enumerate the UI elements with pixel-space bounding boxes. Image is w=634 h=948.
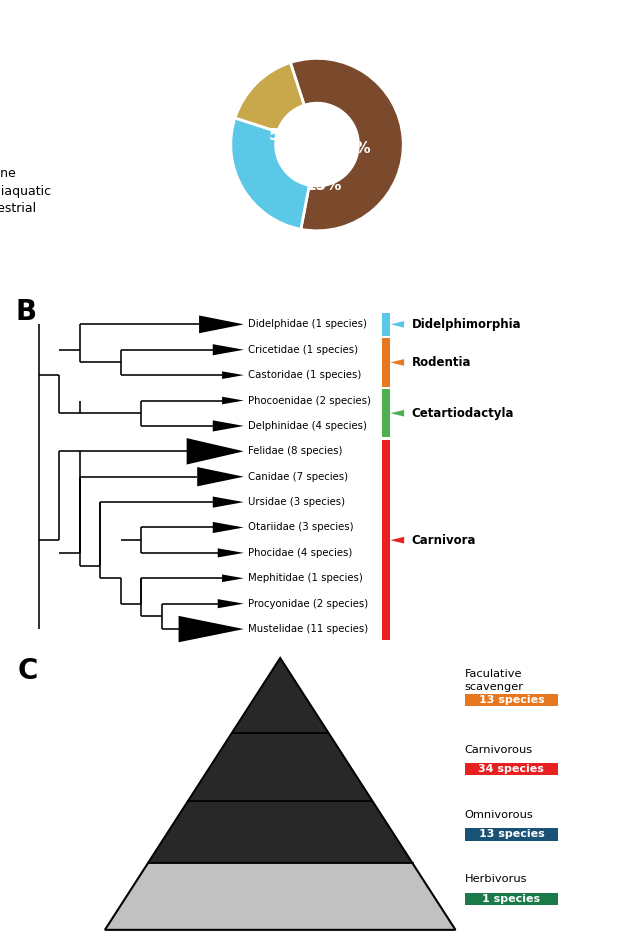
Polygon shape <box>186 438 244 465</box>
Text: 1 species: 1 species <box>482 894 541 903</box>
Text: Canidae (7 species): Canidae (7 species) <box>248 472 348 482</box>
Text: 13 species: 13 species <box>479 695 545 705</box>
Polygon shape <box>197 467 244 486</box>
Legend: Marine, Semiaquatic, Terrestrial: Marine, Semiaquatic, Terrestrial <box>0 162 56 220</box>
Polygon shape <box>213 522 244 533</box>
Text: Omnivorous: Omnivorous <box>465 810 533 820</box>
Text: Carnivorous: Carnivorous <box>465 744 533 755</box>
Bar <box>382 389 391 437</box>
Polygon shape <box>188 733 372 801</box>
Bar <box>382 440 391 641</box>
Text: 27%: 27% <box>335 141 372 156</box>
Text: 58%: 58% <box>269 128 305 143</box>
Polygon shape <box>222 396 244 405</box>
Text: Carnivora: Carnivora <box>411 534 476 547</box>
Polygon shape <box>179 616 244 643</box>
Text: Phocoenidae (2 species): Phocoenidae (2 species) <box>248 395 371 406</box>
Polygon shape <box>213 497 244 508</box>
Text: Felidae (8 species): Felidae (8 species) <box>248 447 342 456</box>
Text: Cetartiodactyla: Cetartiodactyla <box>411 407 514 420</box>
Bar <box>465 694 558 706</box>
Polygon shape <box>232 658 328 733</box>
Text: Rodentia: Rodentia <box>411 356 471 369</box>
Bar <box>382 338 391 387</box>
Polygon shape <box>391 321 404 328</box>
Polygon shape <box>199 316 244 334</box>
Text: Castoridae (1 species): Castoridae (1 species) <box>248 370 361 380</box>
Text: C: C <box>18 657 38 684</box>
Text: 15%: 15% <box>306 178 342 193</box>
Text: Mephitidae (1 species): Mephitidae (1 species) <box>248 574 363 583</box>
Polygon shape <box>222 372 244 379</box>
Polygon shape <box>148 801 413 864</box>
Text: Mustelidae (11 species): Mustelidae (11 species) <box>248 624 368 634</box>
Polygon shape <box>391 537 404 543</box>
Text: Procyonidae (2 species): Procyonidae (2 species) <box>248 599 368 609</box>
Bar <box>465 892 558 905</box>
Text: scavenger: scavenger <box>465 682 524 692</box>
Bar <box>382 313 391 336</box>
Bar <box>465 763 558 775</box>
Text: Cricetidae (1 species): Cricetidae (1 species) <box>248 345 358 355</box>
Text: Phocidae (4 species): Phocidae (4 species) <box>248 548 353 557</box>
Polygon shape <box>213 344 244 356</box>
Polygon shape <box>391 359 404 366</box>
Text: 13 species: 13 species <box>479 830 545 839</box>
Text: Didelphimorphia: Didelphimorphia <box>411 318 521 331</box>
Polygon shape <box>391 410 404 416</box>
Text: Didelphidae (1 species): Didelphidae (1 species) <box>248 319 367 329</box>
Wedge shape <box>290 59 403 230</box>
Polygon shape <box>217 599 244 609</box>
Text: Faculative: Faculative <box>465 668 522 679</box>
Wedge shape <box>231 118 309 229</box>
Polygon shape <box>105 658 455 930</box>
Bar <box>465 828 558 841</box>
Text: Otariidae (3 species): Otariidae (3 species) <box>248 522 354 533</box>
Polygon shape <box>222 574 244 582</box>
Text: B: B <box>16 298 37 326</box>
Text: Ursidae (3 species): Ursidae (3 species) <box>248 497 346 507</box>
Wedge shape <box>235 63 304 132</box>
Text: Herbivorus: Herbivorus <box>465 874 527 884</box>
Polygon shape <box>213 420 244 431</box>
Polygon shape <box>217 548 244 557</box>
Text: Delphinidae (4 species): Delphinidae (4 species) <box>248 421 367 431</box>
Text: 34 species: 34 species <box>479 764 545 775</box>
Polygon shape <box>105 864 455 930</box>
